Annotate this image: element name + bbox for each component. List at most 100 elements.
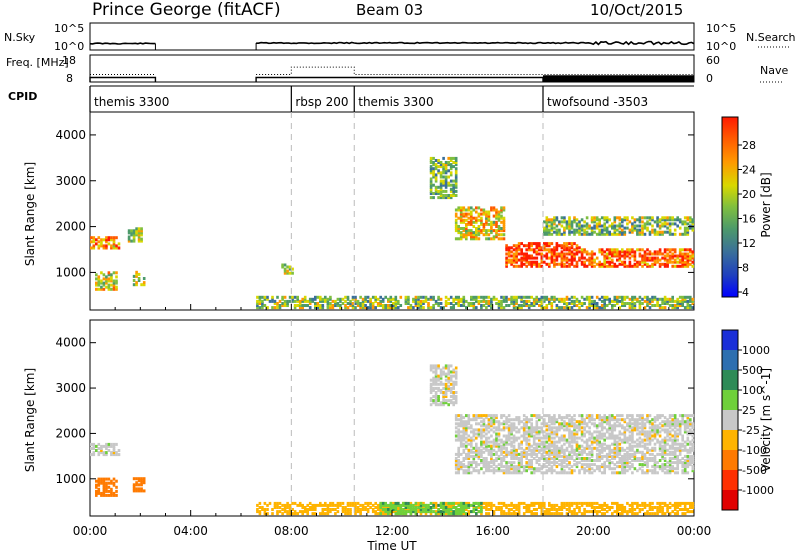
velocity-cell: [490, 428, 493, 432]
power-cell: [527, 295, 531, 299]
velocity-cell: [548, 432, 551, 436]
velocity-cell: [555, 448, 559, 452]
velocity-cell: [550, 450, 554, 454]
velocity-cell: [495, 438, 498, 442]
velocity-cell: [487, 450, 491, 454]
velocity-cell: [314, 506, 317, 509]
velocity-cell: [482, 446, 486, 450]
power-cell: [278, 299, 282, 303]
velocity-cell: [545, 510, 549, 514]
velocity-cell: [454, 510, 458, 514]
power-cell: [600, 295, 604, 299]
velocity-cell: [409, 512, 413, 516]
freq-tick-bottom: 8: [66, 72, 73, 85]
velocity-cell: [525, 438, 528, 442]
power-colorbar-tick-label: 12: [742, 237, 756, 250]
velocity-cell: [686, 448, 690, 452]
velocity-cell: [568, 436, 571, 440]
velocity-cell: [643, 444, 647, 448]
velocity-cell: [115, 485, 118, 489]
velocity-cell: [291, 501, 294, 505]
velocity-cell: [663, 457, 667, 460]
velocity-cell: [470, 418, 473, 422]
velocity-cell: [585, 452, 589, 456]
velocity-cell: [535, 461, 539, 465]
power-cell: [490, 220, 493, 224]
power-cell: [651, 230, 654, 234]
velocity-cell: [611, 416, 614, 420]
velocity-cell: [661, 420, 664, 424]
velocity-cell: [628, 467, 632, 471]
power-cell: [543, 228, 546, 232]
velocity-cell: [429, 510, 433, 514]
power-cell: [595, 262, 599, 266]
velocity-cell: [600, 436, 604, 440]
power-cell: [638, 248, 642, 252]
power-cell: [397, 306, 400, 310]
power-cell: [110, 275, 113, 279]
power-cell: [256, 295, 259, 299]
power-cell: [643, 295, 647, 299]
power-cell: [459, 212, 463, 216]
power-cell: [563, 252, 566, 256]
velocity-cell: [691, 422, 695, 426]
velocity-cell: [263, 512, 267, 516]
power-cell: [643, 299, 647, 303]
velocity-cell: [646, 450, 649, 454]
velocity-cell: [580, 414, 584, 418]
velocity-cell: [668, 450, 672, 454]
velocity-cell: [613, 440, 617, 444]
velocity-cell: [510, 463, 513, 467]
velocity-cell: [553, 512, 556, 516]
power-cell: [666, 218, 669, 222]
power-cell: [563, 258, 566, 262]
power-cell: [643, 250, 647, 254]
velocity-cell: [359, 508, 362, 511]
velocity-cell: [276, 510, 279, 514]
power-cell: [439, 302, 443, 305]
velocity-cell: [558, 440, 561, 444]
velocity-cell: [100, 491, 103, 495]
velocity-cell: [570, 418, 574, 422]
velocity-cell: [653, 434, 657, 438]
power-cell: [583, 220, 586, 224]
power-cell: [603, 306, 606, 310]
velocity-cell: [538, 448, 541, 452]
power-cell: [540, 258, 544, 262]
velocity-cell: [651, 452, 654, 456]
velocity-cell: [623, 436, 627, 440]
velocity-cell: [651, 471, 654, 475]
power-cell: [364, 306, 367, 310]
power-cell: [550, 256, 554, 260]
velocity-cell: [532, 471, 536, 475]
power-cell: [598, 228, 601, 232]
velocity-cell: [661, 444, 664, 448]
power-cell: [321, 299, 325, 303]
velocity-cell: [583, 426, 586, 430]
velocity-cell: [477, 454, 481, 458]
velocity-cell: [442, 382, 445, 386]
power-cell: [605, 295, 609, 299]
power-cell: [648, 222, 652, 226]
velocity-cell: [580, 465, 584, 469]
power-cell: [477, 233, 481, 237]
velocity-cell: [598, 434, 601, 438]
power-cell: [361, 306, 365, 310]
power-cell: [505, 299, 508, 303]
power-cell: [616, 224, 619, 228]
velocity-cell: [500, 438, 503, 442]
power-cell: [432, 297, 435, 301]
velocity-cell: [548, 446, 551, 450]
velocity-cell: [442, 399, 445, 403]
power-cell: [470, 229, 473, 233]
velocity-cell: [636, 448, 639, 452]
velocity-cell: [560, 467, 564, 471]
velocity-cell: [387, 512, 390, 516]
power-cell: [613, 250, 617, 254]
velocity-cell: [530, 512, 533, 516]
velocity-cell: [407, 501, 410, 505]
velocity-cell: [543, 512, 546, 516]
velocity-cell: [432, 366, 435, 370]
velocity-cell: [447, 501, 450, 505]
velocity-cell: [603, 471, 606, 475]
